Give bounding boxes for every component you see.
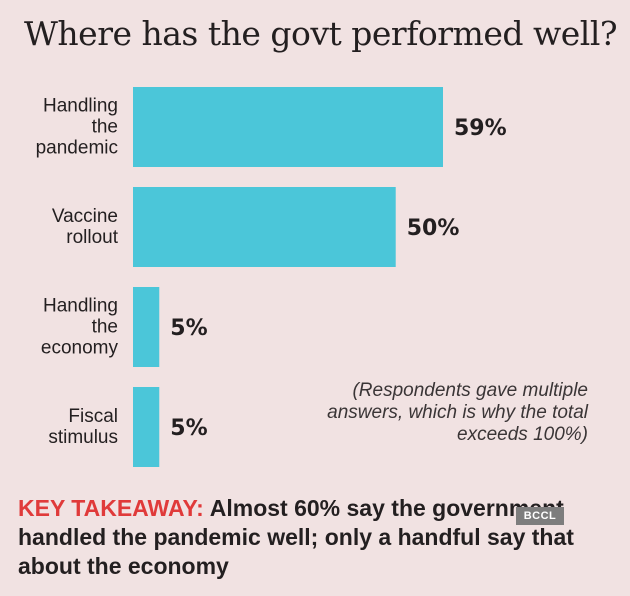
category-label-0: Handling the pandemic <box>36 96 118 159</box>
bccl-badge: BCCL <box>516 507 564 525</box>
bar-3 <box>133 387 160 467</box>
chart-title: Where has the govt performed well? <box>24 14 618 53</box>
bar-0 <box>133 87 443 167</box>
bar-1 <box>133 187 396 267</box>
bar-chart: 59% Handling the pandemic 50% Vaccine rollout 5… <box>36 87 507 467</box>
category-label-1: Vaccine rollout <box>52 206 119 248</box>
value-label-0: 59% <box>454 116 507 141</box>
key-takeaway-label: KEY TAKEAWAY: <box>18 495 204 521</box>
value-label-2: 5% <box>170 316 207 341</box>
bar-2 <box>133 287 160 367</box>
value-label-1: 50% <box>407 216 460 241</box>
value-label-3: 5% <box>170 416 207 441</box>
chart-note: (Respondents gave multiple answers, whic… <box>327 380 588 445</box>
key-takeaway-text: Almost 60% say the government handled th… <box>18 495 574 579</box>
category-label-2: Handling the economy <box>41 296 119 359</box>
category-label-3: Fiscal stimulus <box>48 406 118 448</box>
key-takeaway: KEY TAKEAWAY: Almost 60% say the governme… <box>18 494 598 581</box>
